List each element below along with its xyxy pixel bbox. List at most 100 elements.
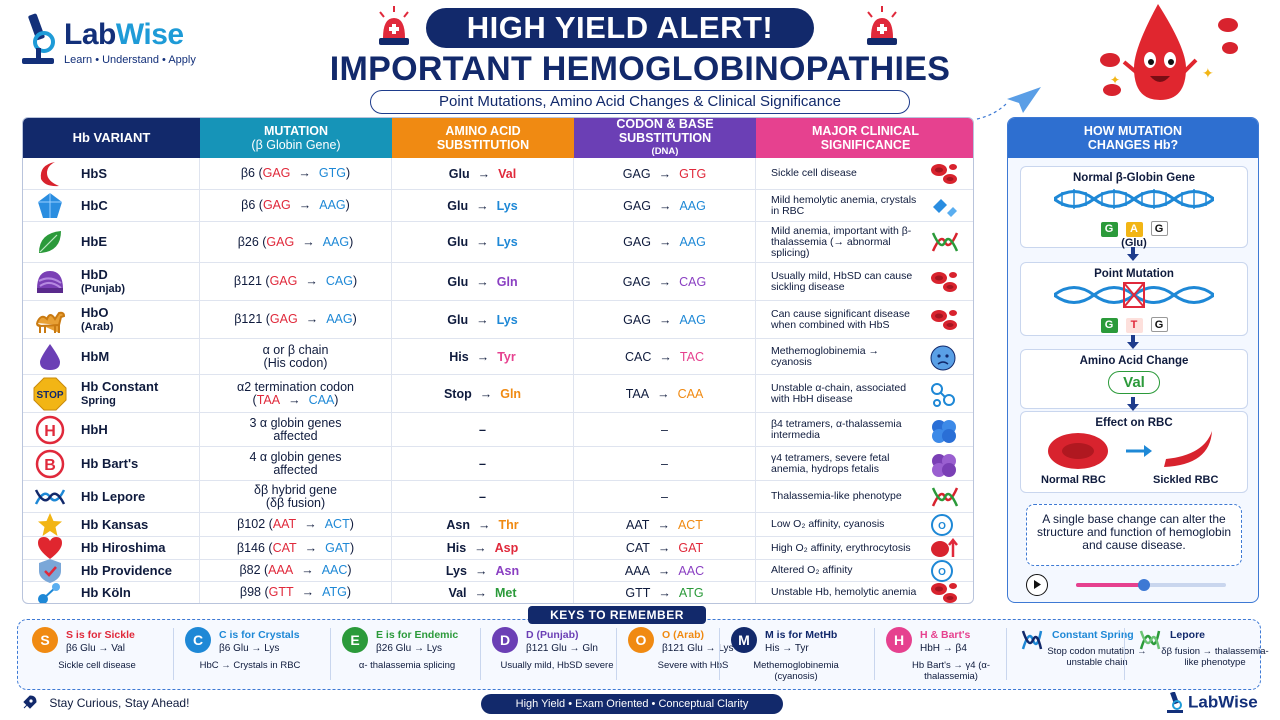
key-divider	[480, 628, 481, 680]
mutation-cell: β146 (CAT → GAT)	[200, 537, 392, 559]
clinical-cell: Sickle cell disease	[756, 158, 973, 189]
codon-cell: –	[574, 447, 756, 480]
play-icon	[1034, 580, 1041, 589]
clinical-cell: β4 tetramers, α-thalassemia intermedia	[756, 413, 973, 446]
red-cells-icon	[929, 269, 959, 295]
svg-text:✦: ✦	[1110, 73, 1120, 87]
variant-cell: Hb Providence	[23, 558, 200, 583]
header-variant: Hb VARIANT	[23, 118, 200, 158]
key-mutation: His → Tyr	[765, 643, 809, 654]
clinical-cell: Unstable Hb, hemolytic anemia	[756, 582, 973, 603]
codon-cell: GAG → CAG	[574, 263, 756, 300]
table-row: Hb Köln β98 (GTT → ATG) Val → Met GTT → ATG Un…	[23, 582, 973, 603]
key-card: Constant Spring Stop codon mutation → un…	[1018, 625, 1158, 687]
header-amino-acid: AMINO ACID SUBSTITUTION	[392, 118, 574, 158]
play-button[interactable]	[1026, 574, 1048, 596]
drop-icon	[33, 342, 67, 372]
clinical-cell: Altered O₂ affinity O	[756, 559, 973, 582]
variant-cell: HbO (Arab)	[23, 301, 200, 338]
cyanosis-face-icon	[929, 344, 959, 370]
codon-cell: GTT → ATG	[574, 582, 756, 603]
codon-cell: GAG → AAG	[574, 190, 756, 221]
table-row: Hb Providence β82 (AAA → AAC) Lys → Asn AAA →…	[23, 558, 973, 583]
mutation-cell: β26 (GAG → AAG)	[200, 222, 392, 262]
high-yield-alert-banner: HIGH YIELD ALERT!	[426, 8, 814, 48]
clinical-cell: Usually mild, HbSD can cause sickling di…	[756, 263, 973, 300]
amino-acid-cell: –	[392, 481, 574, 512]
variant-cell: B Hb Bart's	[23, 447, 200, 480]
amino-acid-cell: His → Asp	[392, 537, 574, 559]
how-mutation-changes-panel: HOW MUTATION CHANGES Hb? Normal β-Globin …	[1007, 117, 1259, 603]
blue-cluster-icon	[929, 417, 959, 443]
clinical-cell: Mild anemia, important with β-thalassemi…	[756, 222, 973, 262]
variant-cell: Hb Hiroshima	[23, 537, 200, 559]
table-header: Hb VARIANT MUTATION (β Globin Gene) AMINO…	[23, 118, 973, 158]
key-title: Lepore	[1170, 629, 1206, 641]
key-description: Usually mild, HbSD severe	[500, 660, 614, 671]
variant-name: Hb Constant Spring	[81, 378, 159, 407]
svg-text:STOP: STOP	[36, 390, 63, 401]
key-mutation: β121 Glu → Lys	[662, 643, 734, 654]
mutation-cell: β98 (GTT → ATG)	[200, 582, 392, 603]
mutation-cell: δβ hybrid gene (δβ fusion)	[200, 481, 392, 512]
key-card: C C is for Crystals β6 Glu → Lys HbC → C…	[185, 625, 325, 687]
table-row: HbC β6 (GAG → AAG) Glu → Lys GAG → AAG Mild he…	[23, 190, 973, 222]
table-row: HbS β6 (GAG → GTG) Glu → Val GAG → GTG Sickle …	[23, 158, 973, 190]
table-row: HbD (Punjab) β121 (GAG → CAG) Glu → Gln GAG → C…	[23, 263, 973, 301]
mutation-cell: β102 (AAT → ACT)	[200, 513, 392, 536]
codon-cell: –	[574, 413, 756, 446]
progress-slider[interactable]	[1076, 579, 1226, 591]
siren-icon	[379, 6, 409, 45]
dna-icon	[1136, 627, 1162, 653]
variant-cell: Hb Köln	[23, 582, 200, 603]
key-title: E is for Endemic	[376, 629, 459, 641]
turban-icon	[33, 267, 67, 297]
effect-on-rbc-box: Effect on RBC Normal RBC Sickled RBC	[1020, 411, 1248, 493]
codon-cell: AAT → ACT	[574, 513, 756, 536]
panel-title: HOW MUTATION CHANGES Hb?	[1008, 118, 1258, 158]
key-letter-badge: S	[32, 627, 58, 653]
molecule-small-icon	[33, 578, 67, 603]
labwise-logo: LabWise Learn • Understand • Apply	[18, 12, 218, 72]
key-card: H H & Bart's HbH → β4 Hb Bart's → γ4 (α-…	[886, 625, 1026, 687]
clinical-cell: Methemoglobinemia → cyanosis	[756, 339, 973, 374]
blood-drop-mascot-icon: ✦✦	[1100, 4, 1238, 100]
b-badge-icon: B	[33, 449, 67, 479]
variant-cell: HbC	[23, 190, 200, 221]
mutation-cell: β82 (AAA → AAC)	[200, 560, 392, 581]
key-description: Hb Bart's → γ4 (α-thalassemia)	[911, 660, 991, 682]
key-divider	[330, 628, 331, 680]
red-cells-icon	[929, 307, 959, 333]
key-divider	[1124, 628, 1125, 680]
rbc-up-icon	[929, 535, 959, 561]
header-clinical: MAJOR CLINICAL SIGNIFICANCE	[756, 118, 973, 158]
amino-acid-cell: –	[392, 413, 574, 446]
amino-acid-cell: Val → Met	[392, 582, 574, 603]
table-row: Hb Lepore δβ hybrid gene (δβ fusion) – – …	[23, 481, 973, 513]
camel-icon	[33, 305, 67, 335]
key-letter-badge: E	[342, 627, 368, 653]
amino-acid-cell: Glu → Lys	[392, 190, 574, 221]
stop-sign-icon: STOP	[33, 377, 67, 410]
mutation-cell: β6 (GAG → GTG)	[200, 158, 392, 189]
page-title: IMPORTANT HEMOGLOBINOPATHIES	[329, 50, 951, 88]
svg-text:H: H	[44, 423, 56, 440]
amino-acid-cell: Glu → Val	[392, 158, 574, 189]
variant-name: HbD (Punjab)	[81, 266, 125, 295]
key-letter-badge: O	[628, 627, 654, 653]
slider-handle[interactable]	[1137, 579, 1150, 591]
clinical-cell: Mild hemolytic anemia, crystals in RBC	[756, 190, 973, 221]
key-divider	[616, 628, 617, 680]
amino-acid-cell: –	[392, 447, 574, 480]
clinical-cell: Unstable α-chain, associated with HbH di…	[756, 375, 973, 412]
amino-acid-cell: Glu → Gln	[392, 263, 574, 300]
arrow-down-icon	[1127, 397, 1139, 411]
footer-brand: LabWise	[1166, 691, 1258, 714]
codon-cell: TAA → CAA	[574, 375, 756, 412]
clinical-cell: High O₂ affinity, erythrocytosis	[756, 535, 973, 561]
svg-text:O: O	[938, 521, 946, 532]
keys-title: KEYS TO REMEMBER	[528, 606, 706, 624]
